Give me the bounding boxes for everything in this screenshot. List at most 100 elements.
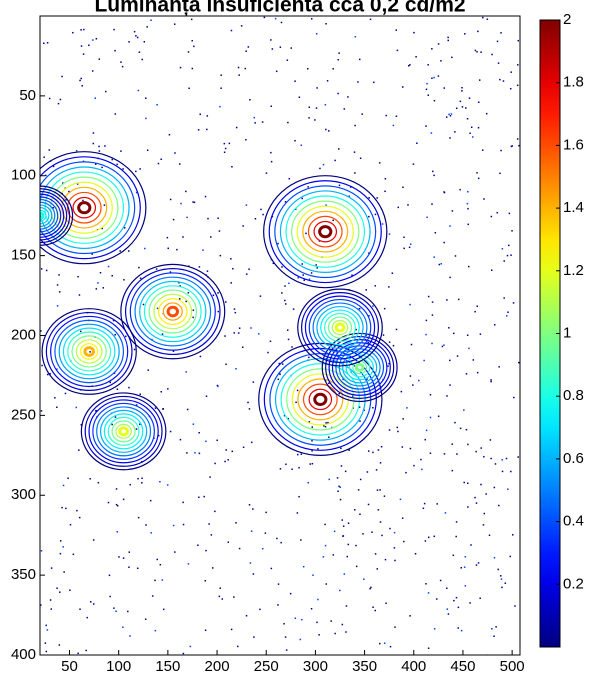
noise <box>511 230 513 232</box>
noise <box>311 462 314 465</box>
noise <box>259 608 261 611</box>
noise <box>88 44 90 47</box>
noise <box>40 268 43 270</box>
noise <box>317 448 319 450</box>
noise <box>443 191 446 194</box>
contour-ring <box>158 298 188 326</box>
noise <box>317 598 319 601</box>
noise <box>190 18 193 21</box>
contour-group <box>263 175 388 289</box>
noise <box>394 626 396 628</box>
noise <box>378 162 381 164</box>
noise <box>111 274 113 277</box>
noise <box>384 190 386 193</box>
noise <box>383 642 386 644</box>
noise <box>368 197 370 199</box>
noise <box>359 478 362 481</box>
noise <box>179 438 182 441</box>
noise <box>217 292 219 294</box>
contour-ring <box>40 188 71 244</box>
noise <box>349 186 352 188</box>
noise <box>225 301 227 303</box>
contour-ring <box>96 406 152 457</box>
noise <box>122 557 125 559</box>
noise <box>482 524 485 526</box>
noise <box>109 595 111 598</box>
noise <box>77 652 79 655</box>
contour-ring <box>354 362 365 373</box>
noise <box>449 276 451 279</box>
noise <box>223 142 226 145</box>
noise <box>443 87 446 89</box>
plot-area <box>40 16 520 655</box>
contour-ring <box>268 180 382 284</box>
noise <box>392 344 395 347</box>
noise <box>101 227 103 230</box>
noise <box>287 121 289 124</box>
noise <box>330 620 332 622</box>
noise <box>307 186 309 188</box>
noise <box>127 610 129 613</box>
noise <box>205 549 207 552</box>
noise <box>347 96 349 98</box>
noise <box>145 524 147 526</box>
noise <box>334 159 336 162</box>
noise <box>54 397 56 399</box>
noise <box>444 512 447 514</box>
contour-ring <box>296 205 354 258</box>
noise <box>354 124 356 127</box>
noise <box>298 495 300 498</box>
noise <box>65 507 67 510</box>
noise <box>189 645 192 648</box>
noise <box>314 119 316 121</box>
contour-peak <box>120 263 226 360</box>
noise <box>288 282 290 285</box>
noise <box>91 253 93 255</box>
noise <box>427 94 430 96</box>
noise <box>285 649 288 651</box>
noise <box>477 562 480 564</box>
contour-ring <box>99 409 148 453</box>
noise <box>95 37 98 40</box>
noise <box>285 463 287 466</box>
contour-ring <box>40 166 130 250</box>
noise <box>289 592 292 595</box>
noise <box>204 580 207 582</box>
noise <box>340 447 342 450</box>
noise <box>187 51 190 53</box>
contour-group <box>41 308 137 395</box>
noise <box>248 408 251 410</box>
noise <box>355 328 357 331</box>
noise <box>128 386 130 389</box>
noise <box>295 401 297 404</box>
noise <box>476 305 479 308</box>
noise <box>45 650 48 653</box>
noise <box>235 368 237 370</box>
noise <box>516 84 519 87</box>
noise <box>301 197 303 200</box>
noise <box>403 540 405 543</box>
noise <box>247 46 250 48</box>
noise <box>328 478 331 481</box>
noise <box>467 207 469 210</box>
noise <box>466 202 469 205</box>
noise <box>199 355 202 358</box>
noise <box>409 447 412 450</box>
noise <box>426 216 428 219</box>
noise <box>261 547 264 550</box>
noise <box>225 363 227 366</box>
contour-ring <box>72 196 97 219</box>
noise <box>315 107 318 109</box>
contour-ring <box>325 335 395 399</box>
noise <box>467 191 469 193</box>
noise <box>75 149 78 152</box>
y-tick-label: 400 <box>11 646 36 663</box>
noise <box>325 583 327 585</box>
noise <box>446 587 448 590</box>
noise <box>283 414 286 417</box>
noise <box>500 149 502 152</box>
noise <box>402 186 404 189</box>
noise <box>387 365 389 367</box>
noise <box>362 533 364 535</box>
